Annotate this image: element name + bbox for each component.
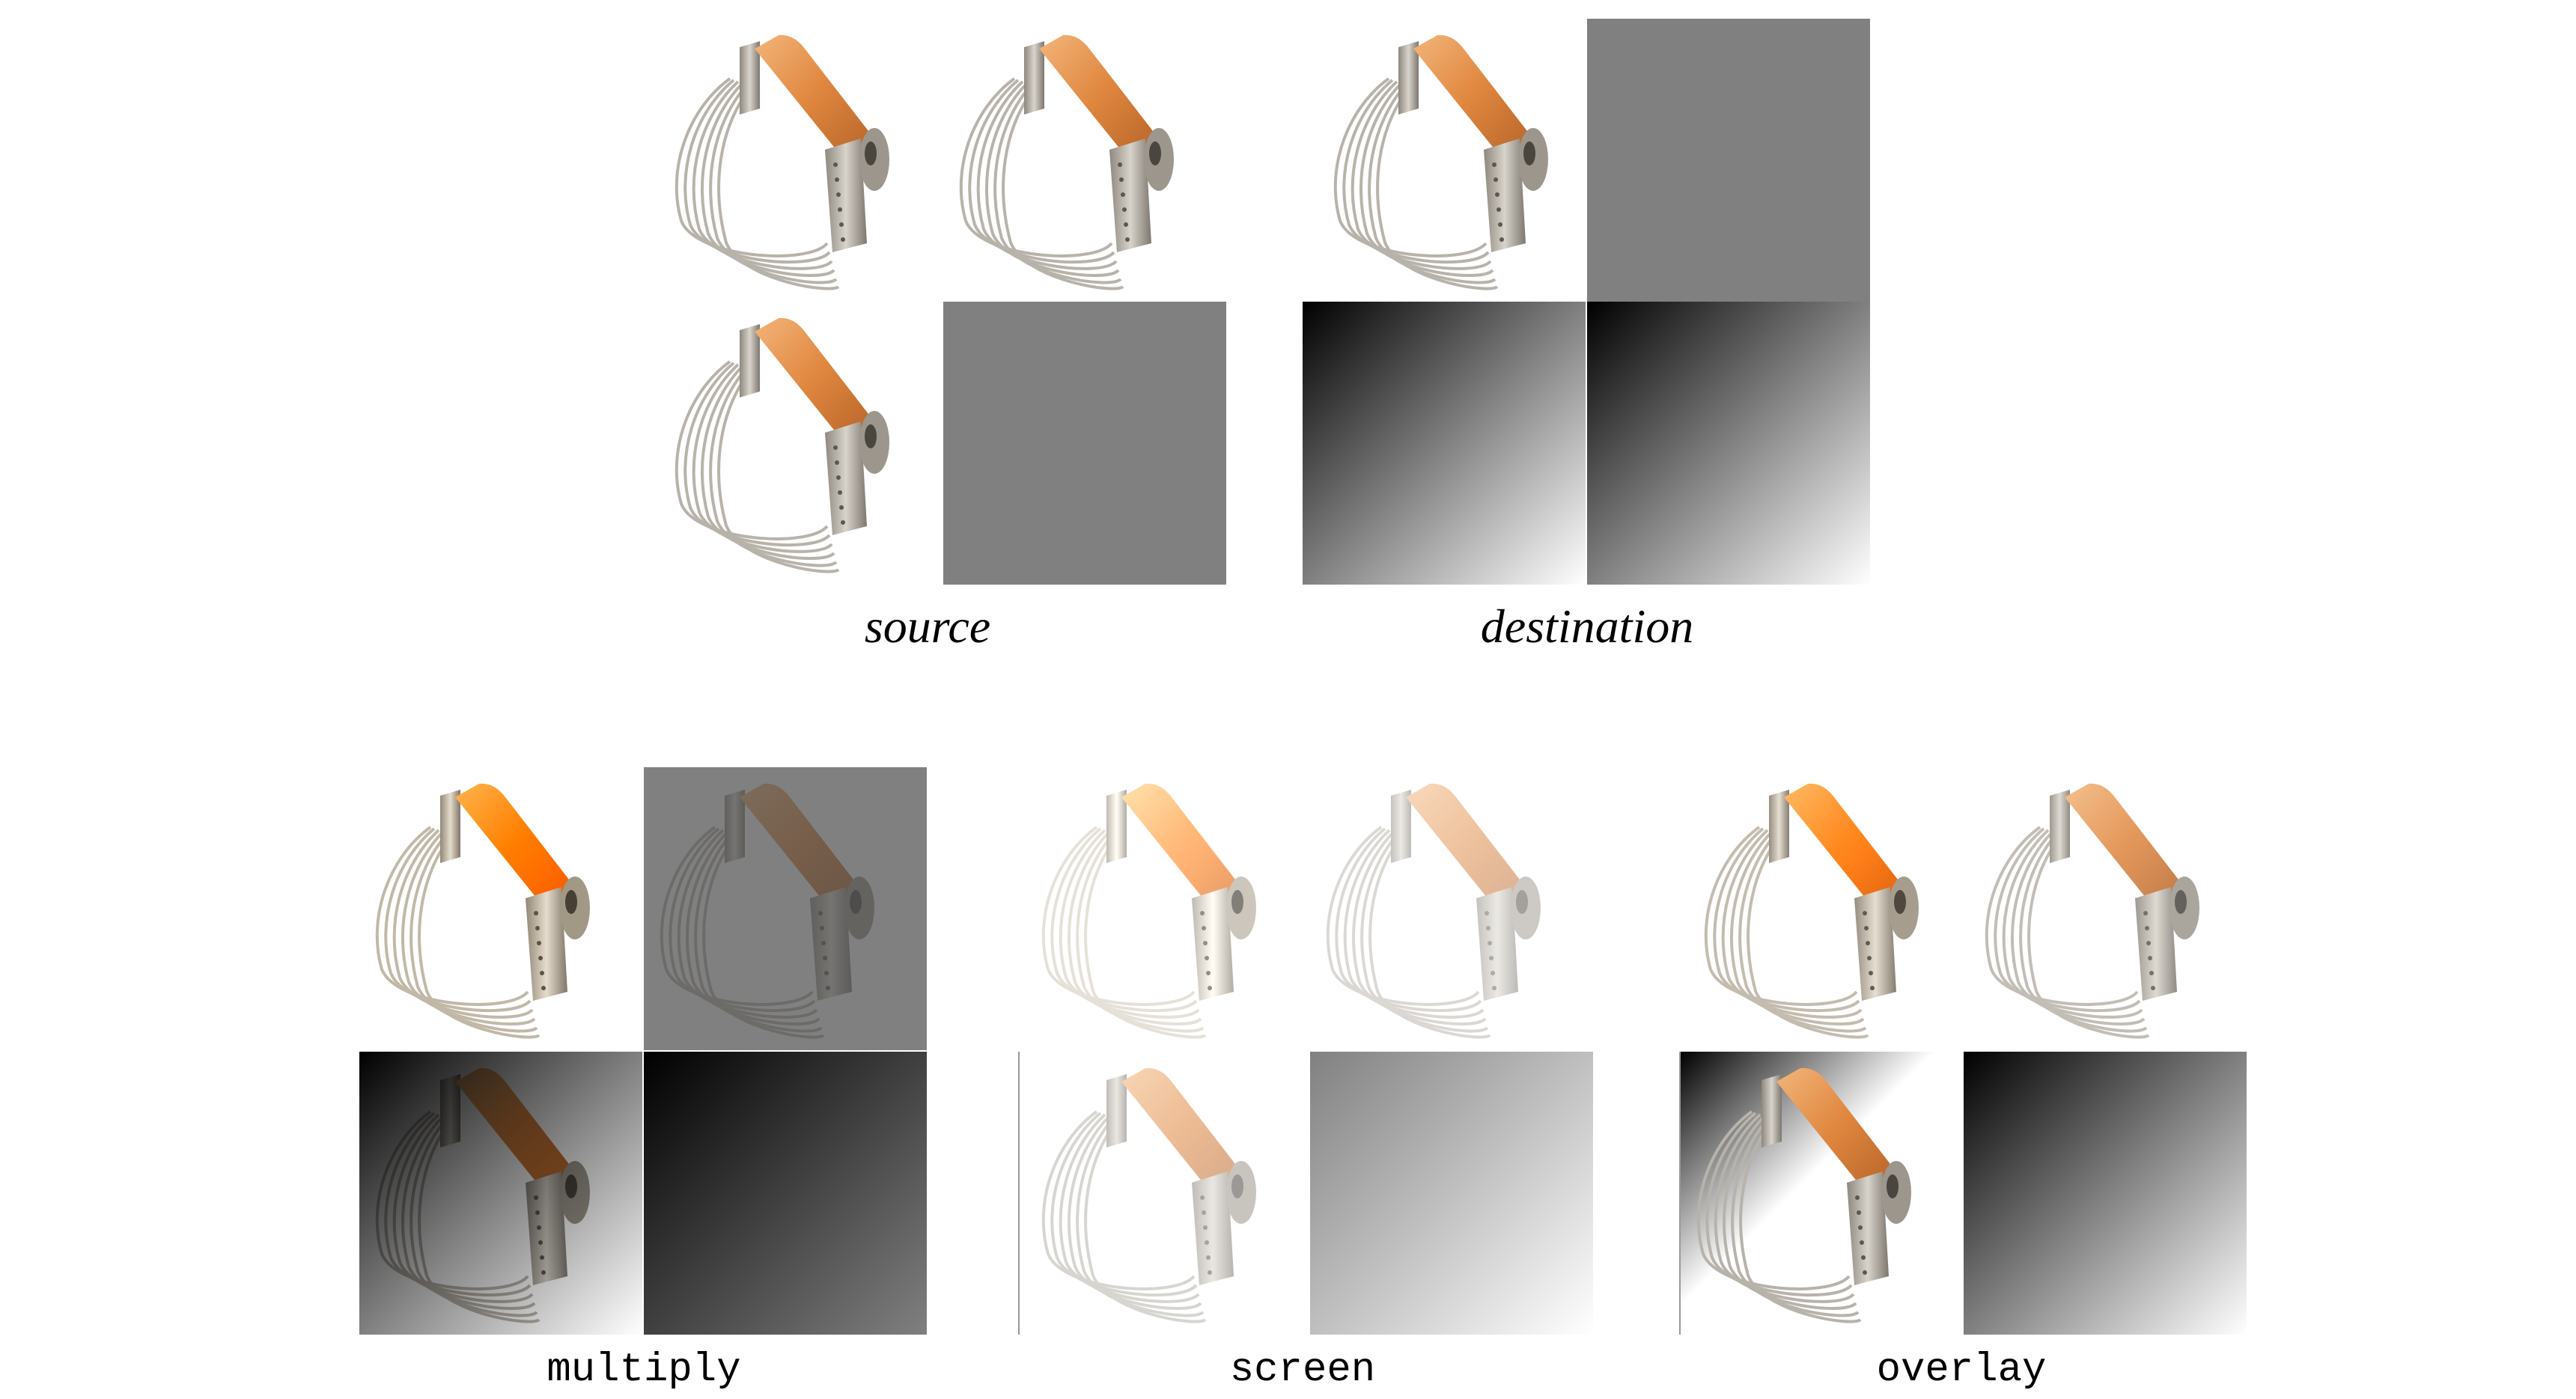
destination-label: destination <box>1480 600 1694 653</box>
pastry-blender-icon <box>1985 781 2201 1039</box>
pastry-blender-icon <box>375 1066 591 1323</box>
pastry-blender-icon <box>1704 781 1920 1039</box>
overlay-divider <box>1679 1052 1681 1335</box>
source-cell-gray <box>943 302 1226 585</box>
screen-divider <box>1018 1052 1020 1335</box>
overlay-cell-bottom-right <box>1964 1052 2247 1335</box>
multiply-cell-top-left <box>359 767 642 1050</box>
overlay-cell-top-right <box>1969 767 2252 1050</box>
destination-cell-gradient-right <box>1587 302 1870 585</box>
screen-label: screen <box>1229 1347 1376 1393</box>
pastry-blender-icon <box>959 33 1175 290</box>
pastry-blender-icon <box>1333 33 1550 290</box>
source-cell-top-left <box>659 19 942 302</box>
pastry-blender-icon <box>1041 781 1258 1039</box>
multiply-cell-top-right <box>644 767 927 1050</box>
screen-cell-top-right <box>1310 767 1593 1050</box>
source-cell-top-right <box>943 19 1226 302</box>
pastry-blender-icon <box>675 316 891 573</box>
pastry-blender-icon <box>1326 781 1542 1039</box>
multiply-cell-bottom-left <box>359 1052 642 1335</box>
pastry-blender-icon <box>1041 1066 1258 1323</box>
pastry-blender-icon <box>660 781 876 1039</box>
multiply-cell-bottom-right <box>644 1052 927 1335</box>
multiply-label: multiply <box>546 1347 741 1393</box>
screen-cell-top-left <box>1026 767 1309 1050</box>
pastry-blender-icon <box>375 781 591 1039</box>
destination-cell-top-left <box>1318 19 1601 302</box>
screen-cell-bottom-left <box>1026 1052 1309 1335</box>
overlay-cell-bottom-left <box>1681 1052 1964 1335</box>
screen-cell-bottom-right <box>1310 1052 1593 1335</box>
destination-cell-gradient-left <box>1303 302 1586 585</box>
destination-cell-gray <box>1587 19 1870 302</box>
source-cell-bottom-left <box>659 302 942 585</box>
overlay-cell-top-left <box>1688 767 1971 1050</box>
source-label: source <box>864 600 991 653</box>
pastry-blender-icon <box>675 33 891 290</box>
overlay-label: overlay <box>1876 1347 2047 1393</box>
pastry-blender-icon <box>1696 1066 1913 1323</box>
